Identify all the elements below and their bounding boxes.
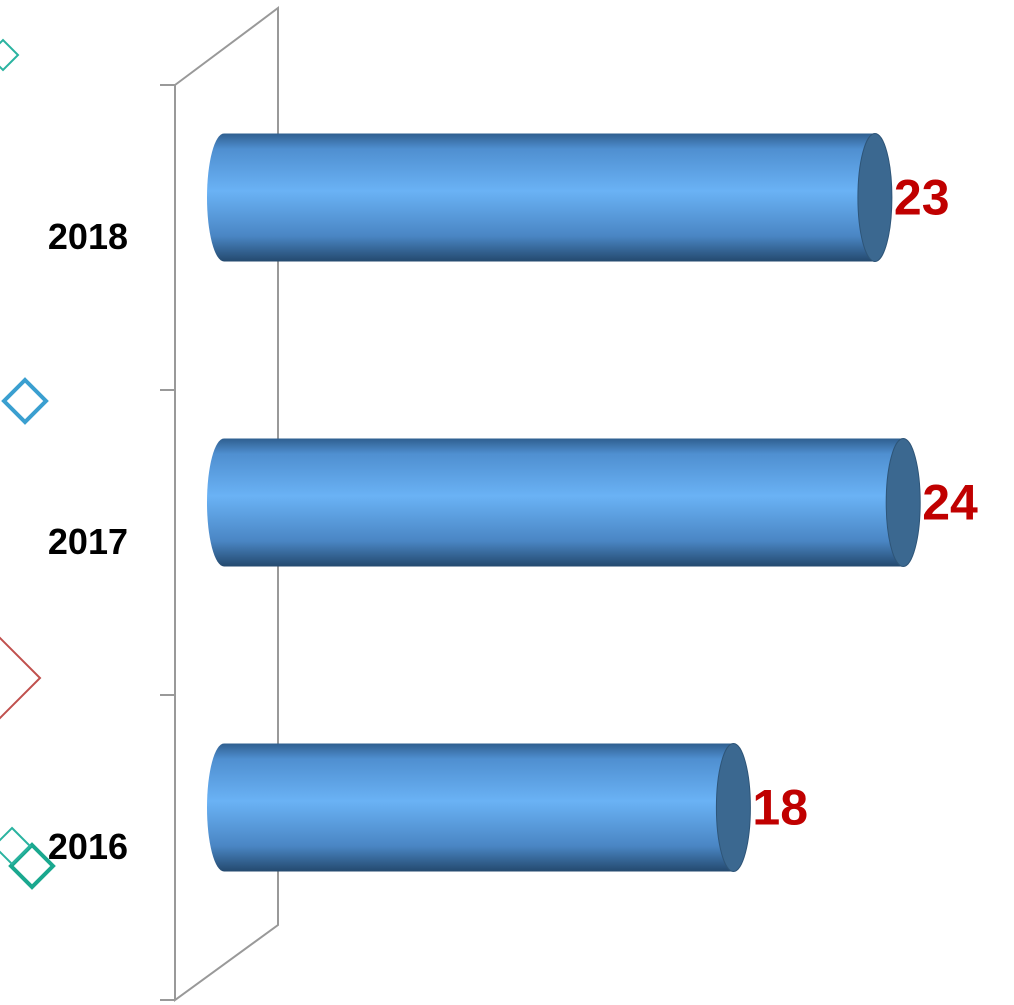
bar — [207, 133, 875, 262]
value-label: 23 — [894, 170, 950, 226]
y-tick-label: 2018 — [48, 216, 128, 257]
axis-wall — [160, 6, 279, 1002]
bar-cap — [857, 133, 893, 262]
bar-cap — [885, 438, 921, 567]
value-label: 24 — [922, 475, 978, 531]
decoration — [0, 38, 56, 890]
bar — [207, 743, 734, 872]
value-label: 18 — [752, 780, 808, 836]
bar-cap — [715, 743, 751, 872]
y-tick-label: 2016 — [48, 826, 128, 867]
bar — [207, 438, 904, 567]
y-tick-label: 2017 — [48, 521, 128, 562]
